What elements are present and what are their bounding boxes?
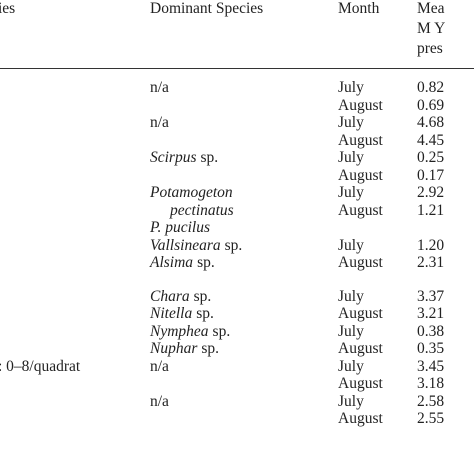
value: 0.82 (417, 79, 445, 96)
value: 0.38 (417, 322, 445, 340)
species: n/a (150, 79, 169, 97)
month: July (338, 357, 364, 375)
species: n/a (150, 114, 169, 132)
species-part: Potamogeton (150, 184, 233, 201)
species-part: sp. (224, 236, 243, 254)
species: n/a (150, 393, 169, 411)
value: 0.69 (417, 96, 445, 114)
month: July (338, 322, 364, 340)
value: 1.20 (417, 236, 445, 254)
header-rule (0, 68, 474, 69)
header-site: ies (0, 0, 16, 17)
month: July (338, 114, 364, 131)
month: July (338, 287, 364, 305)
species: Scirpus sp. (150, 149, 218, 167)
species-part: n/a (150, 79, 169, 96)
species-part: Nitella (150, 305, 193, 322)
value: 2.58 (417, 392, 445, 410)
month: August (338, 340, 383, 357)
month: July (338, 149, 364, 166)
species-part: n/a (150, 114, 169, 131)
species: Nymphea sp. (150, 323, 230, 341)
species-part: Nymphea (150, 322, 209, 340)
header-value: Mea (417, 0, 445, 17)
month: August (338, 375, 383, 392)
month: August (338, 131, 383, 149)
species-part: n/a (150, 392, 169, 410)
value: 4.45 (417, 131, 445, 149)
species-part: sp. (212, 322, 231, 340)
month: August (338, 254, 383, 271)
month: August (338, 410, 383, 427)
month: July (338, 392, 364, 410)
species-part: sp. (197, 254, 215, 271)
species: Chara sp. (150, 288, 211, 306)
value: 4.68 (417, 114, 445, 131)
value: 2.31 (417, 254, 445, 271)
species-part: sp. (200, 149, 219, 166)
species: Nuphar sp. (150, 340, 219, 358)
value: 0.17 (417, 166, 445, 184)
value: 3.18 (417, 375, 445, 392)
month: August (338, 201, 383, 219)
value: 2.92 (417, 184, 445, 201)
species: P. pucilus (150, 219, 210, 237)
value: 2.55 (417, 410, 445, 427)
species-part: pectinatus (170, 201, 234, 219)
month: July (338, 184, 364, 201)
species-part: sp. (196, 305, 214, 322)
value: 1.21 (417, 201, 445, 219)
value: 3.37 (417, 287, 445, 305)
month: July (338, 79, 364, 96)
species-part: Scirpus (150, 149, 197, 166)
month: August (338, 96, 383, 114)
species-part: Alsima (150, 254, 194, 271)
header-value: M Y (417, 20, 446, 37)
month: August (338, 305, 383, 322)
month: July (338, 236, 364, 254)
species: n/a (150, 358, 169, 376)
species: Alsima sp. (150, 254, 215, 272)
species-part: Chara (150, 287, 190, 305)
value: 3.21 (417, 305, 445, 322)
site: : 0–8/quadrat (0, 357, 81, 375)
species-part: Nuphar (150, 340, 198, 357)
species: pectinatus (170, 202, 234, 220)
header-value: pres (417, 40, 443, 57)
value: 0.25 (417, 149, 445, 166)
value: 3.45 (417, 357, 445, 375)
species: Potamogeton (150, 184, 233, 202)
species: Nitella sp. (150, 305, 214, 323)
species-part: n/a (150, 357, 169, 375)
month: August (338, 166, 383, 184)
species-part: sp. (193, 287, 212, 305)
species-part: Vallsineara (150, 236, 221, 254)
value: 0.35 (417, 340, 445, 357)
species-part: sp. (201, 340, 220, 357)
species-part: P. pucilus (150, 219, 210, 236)
header-species: Dominant Species (150, 0, 264, 17)
header-month: Month (338, 0, 380, 17)
species: Vallsineara sp. (150, 237, 242, 255)
